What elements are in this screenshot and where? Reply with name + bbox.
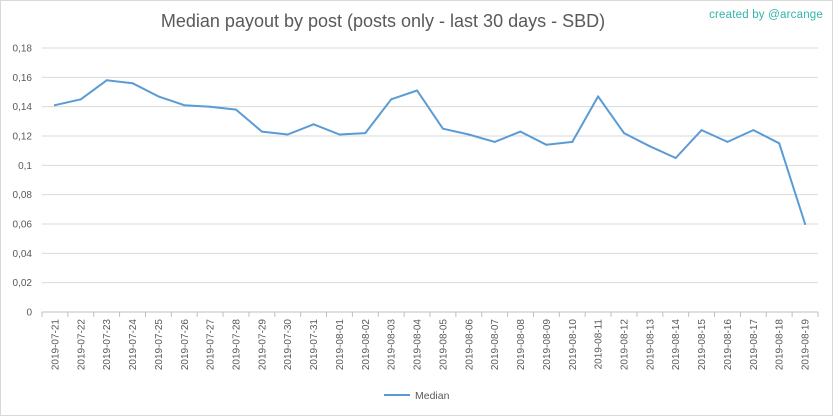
x-tick-label: 2019-08-18 [775,319,786,371]
data-point [571,140,574,143]
y-tick-label: 0,08 [13,190,33,201]
x-axis-labels: 2019-07-21 2019-07-22 2019-07-23 2019-07-24… [41,312,819,371]
x-tick-label: 2019-08-04 [413,319,424,371]
x-tick-label: 2019-08-12 [620,319,631,371]
data-point [286,133,289,136]
x-tick-label: 2019-08-03 [387,319,398,371]
y-tick-label: 0,06 [13,220,33,231]
x-tick-label: 2019-07-30 [283,319,294,371]
data-point [778,142,781,145]
x-tick-label: 2019-08-11 [594,319,605,370]
data-point [519,130,522,133]
x-tick-label: 2019-08-09 [542,319,553,371]
chart-title: Median payout by post (posts only - last… [160,11,606,31]
x-tick-label: 2019-08-16 [723,319,734,371]
data-point [648,145,651,148]
x-tick-label: 2019-08-08 [516,319,527,371]
data-point [752,129,755,132]
y-tick-label: 0,18 [13,44,33,55]
data-point [416,89,419,92]
x-tick-label: 2019-08-10 [568,319,579,371]
data-point [338,133,341,136]
data-point [312,123,315,126]
data-point [364,132,367,135]
x-tick-label: 2019-07-28 [232,319,243,371]
y-tick-label: 0,12 [13,132,33,143]
data-point [441,127,444,130]
x-tick-label: 2019-08-15 [697,319,708,371]
data-point [157,95,160,98]
y-tick-label: 0,02 [13,278,33,289]
x-tick-label: 2019-08-07 [490,319,501,371]
series-line-median [53,79,807,225]
data-point [209,105,212,108]
x-tick-label: 2019-07-31 [309,319,320,371]
x-tick-label: 2019-08-05 [438,319,449,371]
x-tick-label: 2019-07-24 [128,319,139,371]
y-axis-labels: 0 0,02 0,04 0,06 0,08 0,1 0,12 0,14 0,16 0,18 [13,44,33,319]
data-point [53,104,56,107]
x-tick-label: 2019-07-29 [257,319,268,371]
data-point [467,133,470,136]
x-tick-label: 2019-07-21 [50,319,61,371]
data-point [674,157,677,159]
data-point [131,82,134,85]
y-tick-label: 0,14 [13,102,33,113]
x-tick-label: 2019-08-19 [801,319,812,371]
x-tick-label: 2019-07-26 [180,319,191,371]
x-tick-label: 2019-07-23 [102,319,113,371]
data-point [79,98,82,101]
x-tick-label: 2019-07-27 [206,319,217,371]
legend: Median [384,390,450,402]
x-tick-label: 2019-08-01 [335,319,346,371]
data-point [726,140,729,143]
legend-label-median: Median [415,390,450,402]
x-tick-label: 2019-07-22 [76,319,87,371]
y-tick-label: 0,04 [13,249,33,260]
series-median [53,79,807,225]
x-tick-label: 2019-08-14 [671,319,682,371]
data-point [260,130,263,133]
data-point [623,132,625,135]
x-tick-label: 2019-08-06 [464,319,475,371]
x-tick-label: 2019-08-17 [749,319,760,371]
data-point [493,140,496,143]
x-tick-label: 2019-07-25 [154,319,165,371]
x-tick-label: 2019-08-02 [361,319,372,371]
x-tick-label: 2019-08-13 [645,319,656,371]
y-tick-label: 0,1 [18,161,32,172]
credit-text: created by @arcange [709,9,823,21]
data-point [235,108,237,111]
y-tick-label: 0,16 [13,73,33,84]
y-tick-label: 0 [26,308,32,319]
data-point [183,104,186,107]
data-point [105,79,108,82]
data-point [390,98,393,101]
data-point [700,129,703,132]
data-point [597,95,600,98]
data-point [545,143,548,146]
data-point [804,223,807,225]
gridlines [42,47,818,313]
